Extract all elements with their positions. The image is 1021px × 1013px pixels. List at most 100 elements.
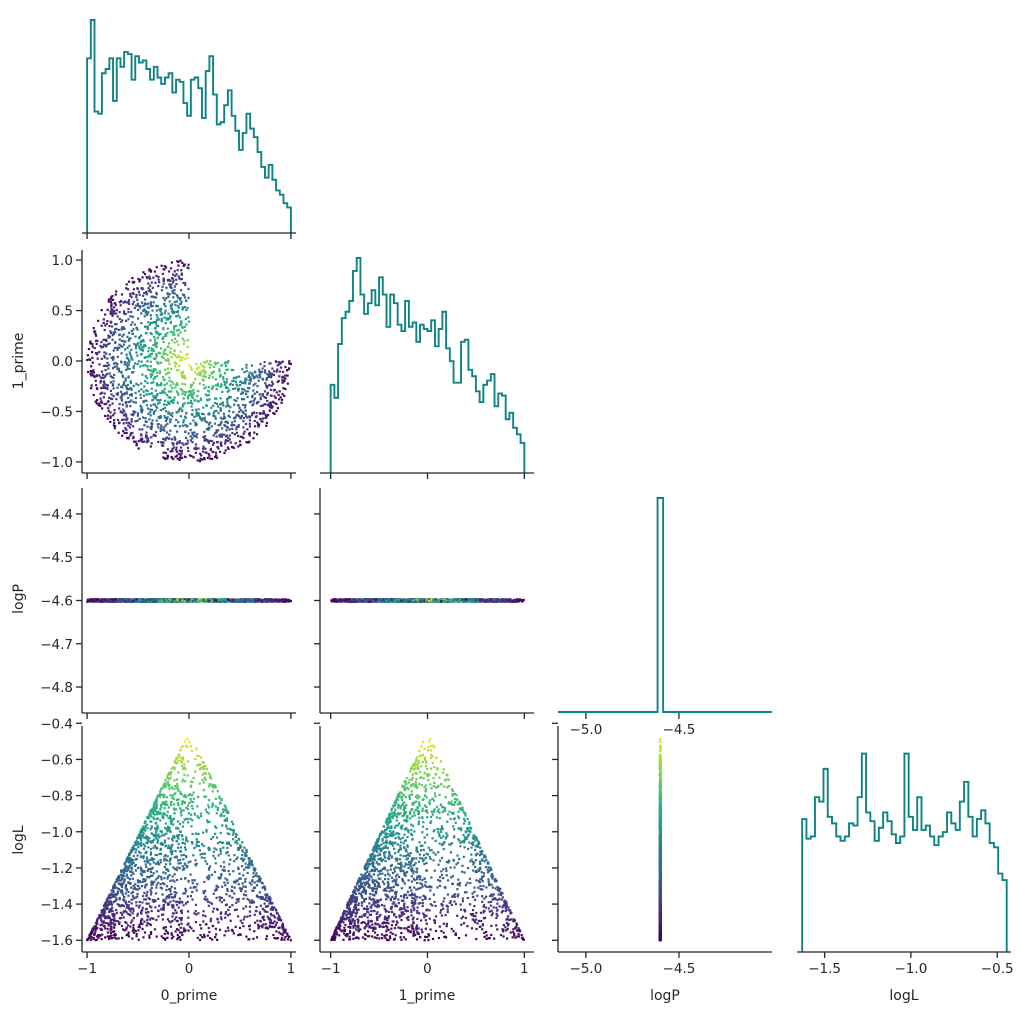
scatter-point xyxy=(151,419,154,422)
scatter-point xyxy=(242,432,245,435)
scatter-point xyxy=(265,424,268,427)
scatter-point xyxy=(140,360,143,363)
scatter-point xyxy=(201,458,204,461)
scatter-point xyxy=(240,414,243,418)
scatter-point xyxy=(223,383,226,387)
scatter-point xyxy=(130,413,133,416)
scatter-point xyxy=(241,392,245,395)
scatter-point xyxy=(183,374,186,377)
scatter-point xyxy=(233,403,236,406)
scatter-point xyxy=(156,371,159,374)
scatter-point xyxy=(164,457,167,460)
scatter-point xyxy=(226,403,229,406)
scatter-point xyxy=(151,321,154,324)
scatter-point xyxy=(175,448,178,451)
scatter-point xyxy=(186,356,189,360)
scatter-point xyxy=(275,402,278,405)
scatter-point xyxy=(136,354,139,357)
scatter-point xyxy=(163,429,166,432)
scatter-point xyxy=(161,389,164,393)
scatter-point xyxy=(95,402,98,405)
scatter-point xyxy=(130,310,133,314)
scatter-point xyxy=(173,396,176,399)
scatter-point xyxy=(248,379,251,382)
scatter-point xyxy=(166,416,169,419)
scatter-point xyxy=(120,399,124,402)
scatter-point xyxy=(242,416,246,420)
scatter-point xyxy=(190,455,193,458)
scatter-point xyxy=(220,383,223,386)
scatter-point xyxy=(95,387,99,390)
scatter-point xyxy=(155,419,158,422)
scatter-point xyxy=(242,600,246,603)
scatter-point xyxy=(220,433,223,436)
scatter-point xyxy=(244,409,247,412)
scatter-point xyxy=(104,598,107,601)
scatter-point xyxy=(162,356,165,360)
scatter-point xyxy=(90,350,94,354)
scatter-point xyxy=(125,386,129,390)
scatter-point xyxy=(148,354,151,357)
scatter-point xyxy=(99,379,102,383)
scatter-point xyxy=(169,450,172,453)
scatter-point xyxy=(195,599,198,602)
scatter-point xyxy=(195,436,198,439)
scatter-point xyxy=(177,334,180,337)
scatter-point xyxy=(194,421,197,424)
scatter-point xyxy=(133,280,136,284)
scatter-point xyxy=(145,404,149,407)
scatter-point xyxy=(119,390,123,393)
scatter-point xyxy=(148,598,152,601)
scatter-point xyxy=(125,392,128,395)
scatter-point xyxy=(156,599,159,602)
scatter-point xyxy=(146,381,149,385)
scatter-point xyxy=(97,598,100,601)
scatter-point xyxy=(154,434,157,437)
scatter-point xyxy=(144,380,147,383)
scatter-point xyxy=(169,331,172,334)
scatter-point xyxy=(147,437,150,440)
scatter-point xyxy=(115,312,118,315)
scatter-point xyxy=(178,407,182,410)
scatter-point xyxy=(171,273,175,276)
scatter-point xyxy=(102,364,106,368)
scatter-point xyxy=(152,403,155,406)
scatter-point xyxy=(139,353,143,356)
scatter-point xyxy=(116,599,119,603)
scatter-point xyxy=(157,318,161,321)
scatter-point xyxy=(251,396,254,399)
scatter-point xyxy=(210,406,213,409)
scatter-point xyxy=(270,598,273,601)
scatter-point xyxy=(252,384,255,387)
scatter-point xyxy=(269,404,273,407)
scatter-point xyxy=(231,446,234,449)
scatter-point xyxy=(116,362,119,366)
scatter-point xyxy=(226,401,229,404)
scatter-point xyxy=(229,441,232,444)
scatter-point xyxy=(183,296,187,299)
scatter-point xyxy=(151,286,154,289)
scatter-point xyxy=(121,374,124,377)
scatter-point xyxy=(183,393,187,396)
scatter-point xyxy=(170,303,174,306)
scatter-point xyxy=(135,326,138,329)
scatter-point xyxy=(288,360,291,363)
scatter-point xyxy=(149,360,152,363)
scatter-point xyxy=(210,372,214,375)
scatter-point xyxy=(199,397,203,400)
scatter-point xyxy=(103,385,106,388)
scatter-point xyxy=(274,360,278,363)
scatter-point xyxy=(111,309,114,312)
scatter-point xyxy=(245,598,248,601)
scatter-point xyxy=(247,386,250,390)
scatter-point xyxy=(134,420,137,423)
scatter-point xyxy=(118,402,121,406)
scatter-point xyxy=(149,404,153,407)
scatter-point xyxy=(189,428,192,432)
scatter-point xyxy=(140,388,143,391)
scatter-point xyxy=(228,383,232,386)
scatter-point xyxy=(207,386,211,389)
scatter-point xyxy=(156,336,159,340)
scatter-point xyxy=(232,379,235,382)
scatter-point xyxy=(173,270,176,273)
